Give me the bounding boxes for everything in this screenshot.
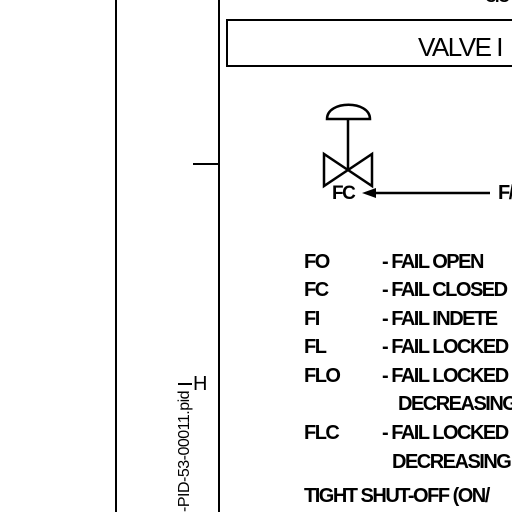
valve-tag: FC	[332, 183, 356, 204]
legend-code-fo: FO	[304, 251, 330, 273]
legend-desc-fl: - FAIL LOCKED	[382, 336, 509, 358]
legend-desc-fi: - FAIL INDETE	[382, 308, 498, 330]
legend-code-fi: FI	[304, 308, 320, 330]
header-title: VALVE I	[418, 32, 503, 62]
control-valve-symbol	[322, 103, 490, 198]
legend-code-fl: FL	[304, 336, 327, 358]
sheet-border-line	[218, 0, 220, 512]
legend-desc2-flo: DECREASING	[398, 393, 512, 415]
legend-desc-flo: - FAIL LOCKED	[382, 365, 509, 387]
legend-code-fc: FC	[304, 279, 329, 301]
left-border-line	[115, 0, 117, 512]
legend-desc-flc: - FAIL LOCKED	[382, 422, 509, 444]
grid-letter: H	[193, 373, 207, 395]
actuator-dome-icon	[325, 103, 372, 121]
legend-code-flo: FLO	[304, 365, 341, 387]
zone-tick	[193, 163, 220, 165]
valve-body-icon	[322, 151, 374, 189]
header-box: VALVE I	[226, 19, 512, 67]
file-name-label: -PID-53-00011.pid	[176, 390, 193, 512]
top-cut-text: CIO	[485, 0, 510, 6]
legend-desc2-flc: DECREASING	[392, 451, 512, 473]
grid-tick	[178, 383, 192, 385]
legend-desc-fc: - FAIL CLOSED	[382, 279, 508, 301]
pointer-arrowhead-icon	[362, 188, 376, 198]
footer-note: TIGHT SHUT-OFF (ON/	[304, 485, 490, 507]
legend-code-flc: FLC	[304, 422, 340, 444]
pointer-label: F/	[498, 182, 512, 204]
legend-desc-fo: - FAIL OPEN	[382, 251, 484, 273]
